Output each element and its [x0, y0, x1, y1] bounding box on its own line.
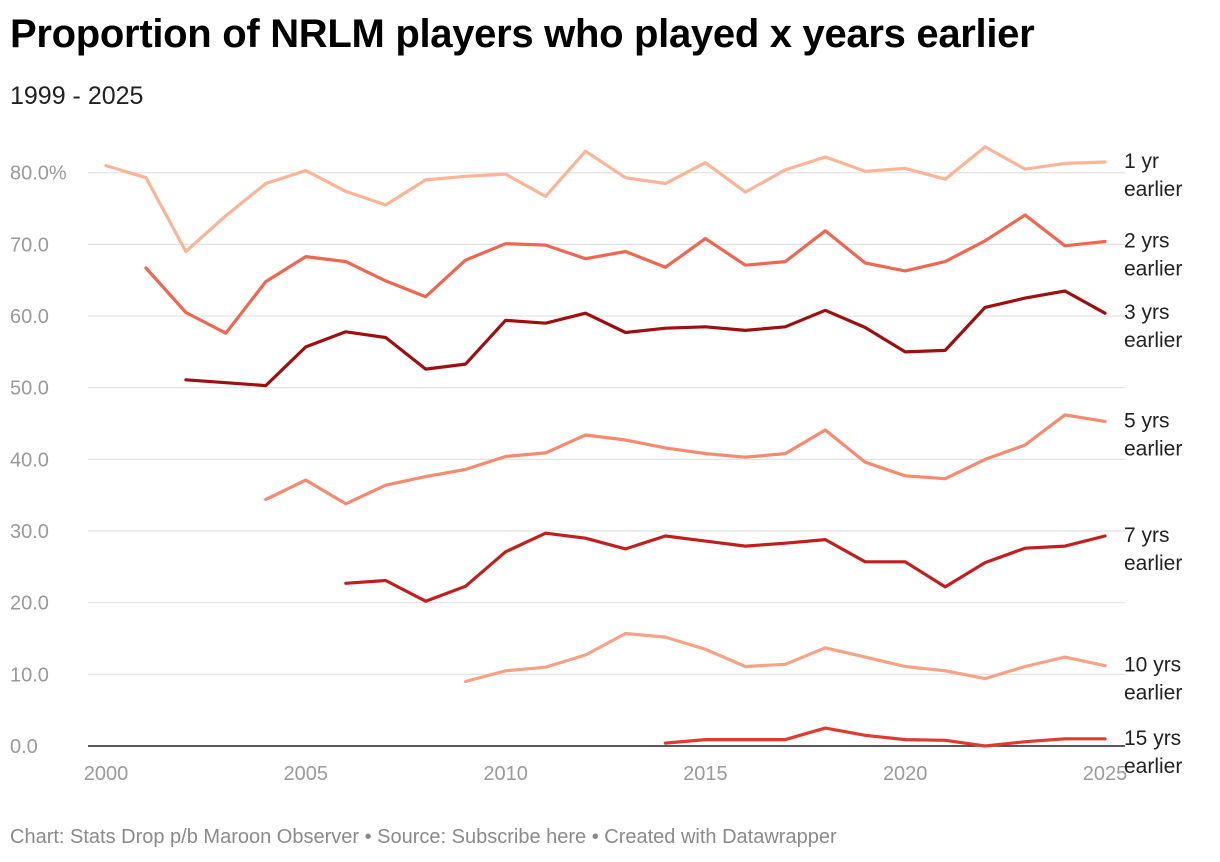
y-tick-label: 80.0% — [10, 163, 67, 185]
y-tick-label: 40.0 — [10, 449, 49, 471]
y-tick-label: 70.0 — [10, 234, 49, 256]
series-label-line1: 2 yrs — [1124, 230, 1170, 253]
y-tick-label: 50.0 — [10, 378, 49, 400]
series-line-1 — [104, 145, 1107, 254]
y-tick-label: 60.0 — [10, 306, 49, 328]
series-labels: 1 yr earlier 2 yrs earlier 3 yrs earlier 5 yrs… — [1124, 150, 1182, 778]
series-line-7 — [663, 726, 1107, 748]
series-label-line2: earlier — [1124, 329, 1182, 352]
x-axis: 2000 2005 2010 2015 2020 2025 — [84, 763, 1128, 785]
series-label-line2: earlier — [1124, 755, 1182, 778]
series-label-line1: 5 yrs — [1124, 409, 1170, 432]
series-line-3 — [184, 289, 1107, 388]
series-label-line2: earlier — [1124, 682, 1182, 705]
series-label-line1: 10 yrs — [1124, 654, 1181, 677]
series-label-line2: earlier — [1124, 437, 1182, 460]
x-tick-label: 2010 — [483, 763, 528, 785]
gridlines — [88, 172, 1125, 747]
x-tick-label: 2000 — [84, 763, 129, 785]
y-tick-label: 10.0 — [10, 664, 49, 686]
x-tick-label: 2020 — [883, 763, 928, 785]
chart-title: Proportion of NRLM players who played x … — [10, 12, 1035, 56]
series-line-2 — [144, 213, 1107, 335]
chart-subtitle: 1999 - 2025 — [10, 82, 144, 110]
series-label-line2: earlier — [1124, 258, 1182, 281]
series-label-line1: 3 yrs — [1124, 301, 1170, 324]
x-tick-label: 2005 — [284, 763, 329, 785]
series-line-4 — [264, 413, 1107, 506]
series-label-line2: earlier — [1124, 178, 1182, 201]
y-tick-label: 0.0 — [10, 736, 38, 758]
x-tick-label: 2025 — [1083, 763, 1128, 785]
x-tick-label: 2015 — [683, 763, 728, 785]
series-label-line1: 15 yrs — [1124, 727, 1181, 750]
series-line-5 — [344, 531, 1107, 603]
series-label-line1: 7 yrs — [1124, 524, 1170, 547]
series-line-6 — [464, 631, 1107, 684]
series-label-line2: earlier — [1124, 552, 1182, 575]
series-lines — [104, 145, 1107, 748]
y-tick-label: 20.0 — [10, 593, 49, 615]
y-tick-label: 30.0 — [10, 521, 49, 543]
series-label-line1: 1 yr — [1124, 150, 1159, 173]
chart-footer: Chart: Stats Drop p/b Maroon Observer • … — [10, 826, 837, 848]
y-axis: 0.0 10.0 20.0 30.0 40.0 50.0 60.0 70.0 80.0% — [10, 163, 67, 758]
